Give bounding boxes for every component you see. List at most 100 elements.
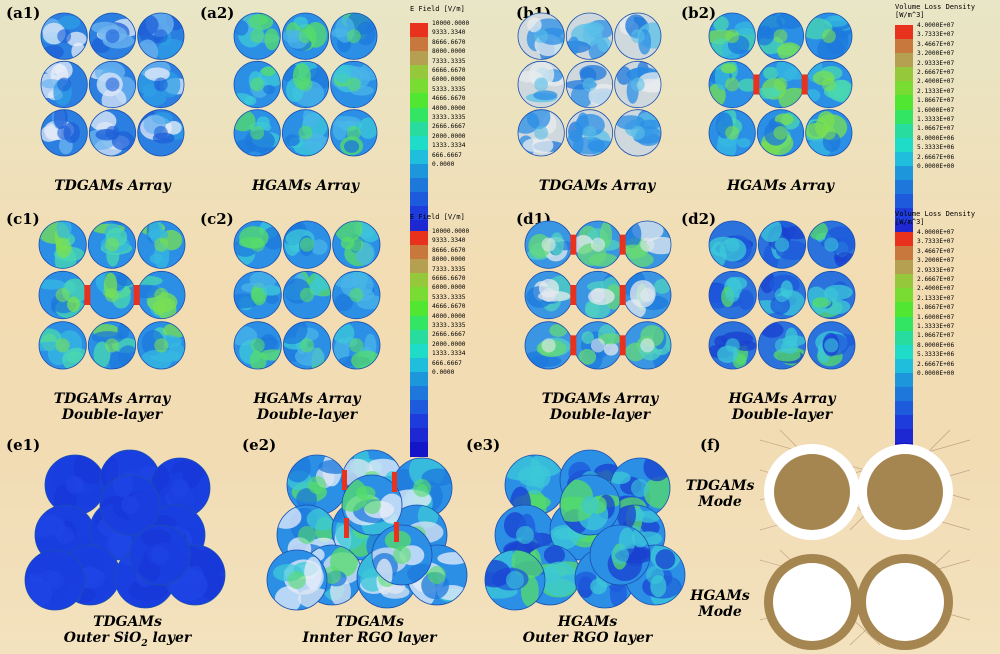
legend-tick-label: 9333.3340 (432, 29, 466, 37)
legend-swatch (410, 206, 428, 221)
sphere (574, 271, 622, 319)
sphere (282, 13, 329, 60)
legend-swatch (895, 67, 913, 82)
sphere-outline (807, 270, 856, 320)
sphere-outline (807, 220, 856, 269)
caption-e1: TDGAMs Outer SiO2 layer (40, 614, 215, 652)
panel-label-d2: (d2) (681, 210, 717, 228)
sphere (709, 221, 757, 269)
sphere-outline (281, 60, 330, 109)
legend-vld-bottom: Volume Loss Density [W/m^3] 4.0000E+07 3.7… (895, 210, 995, 458)
sphere-outline (88, 109, 137, 157)
caption-line: TDGAMs (93, 614, 162, 630)
legend-swatch (895, 194, 913, 209)
sphere-outline (40, 60, 88, 109)
sphere-outline (757, 321, 807, 370)
sphere (41, 109, 88, 156)
sphere (283, 321, 331, 370)
hotspot (619, 285, 626, 305)
legend-tick-label: 6666.6670 (432, 67, 466, 74)
legend-title-line1: Volume Loss Density (895, 210, 976, 218)
sphere-outline (589, 524, 651, 586)
panel-b1-loss-map (517, 12, 662, 157)
caption-f-mode2: HGAMs Mode (680, 588, 760, 620)
sphere (41, 61, 88, 108)
sphere-outline (266, 549, 328, 611)
sphere-outline (807, 321, 856, 370)
sphere (41, 13, 88, 60)
legend-tick-label: 3.4667E+07 (917, 247, 955, 255)
sphere-outline (614, 109, 662, 157)
legend-tick-label: 4.0000E+07 (917, 229, 955, 236)
sphere (282, 109, 329, 157)
legend-swatch (410, 79, 428, 94)
legend-swatch (410, 343, 428, 358)
sphere (757, 13, 804, 60)
sphere-outline (233, 220, 282, 269)
tdgam-core-left (774, 454, 850, 530)
sphere (88, 271, 136, 319)
legend-swatch (410, 287, 428, 302)
sphere-outline (330, 60, 378, 109)
sphere-outline (233, 60, 281, 109)
legend-swatch (895, 53, 913, 68)
sphere (623, 271, 672, 319)
sphere-outline (88, 60, 137, 109)
hotspot (84, 285, 91, 305)
legend-tick-label: 2.4000E+07 (917, 78, 955, 86)
legend-swatch (895, 288, 913, 303)
legend-swatch (895, 25, 913, 40)
panel-d2-loss-map (708, 220, 856, 370)
legend-tick-label: 3.7333E+07 (917, 238, 955, 246)
sphere (330, 109, 378, 156)
legend-tick-label: 5333.3335 (432, 85, 466, 93)
sphere-outline (708, 321, 757, 370)
panel-label-e2: (e2) (242, 436, 277, 454)
sphere (623, 221, 672, 269)
legend-swatch (410, 65, 428, 80)
sphere-outline (708, 12, 756, 60)
legend-swatch (895, 232, 913, 247)
sphere (283, 221, 331, 269)
sphere (137, 271, 186, 319)
sphere (574, 221, 622, 269)
sphere-outline (233, 109, 281, 157)
legend-swatch (895, 151, 913, 166)
hotspot (801, 74, 808, 95)
legend-tick-label: 2666.6667 (432, 331, 466, 339)
sphere (100, 475, 160, 535)
legend-swatch (410, 192, 428, 207)
legend-swatch (895, 429, 913, 444)
legend-tick-label: 5.3333E+06 (917, 144, 955, 152)
legend-swatch (410, 107, 428, 122)
legend-tick-label: 0.0000 (432, 369, 455, 376)
sphere (614, 109, 662, 156)
sphere-outline (756, 12, 805, 60)
legend-swatch (895, 344, 913, 359)
sphere (758, 221, 806, 269)
legend-swatch (410, 301, 428, 316)
legend-swatch (410, 23, 428, 38)
sphere-outline (332, 220, 381, 269)
sphere-outline (565, 60, 614, 109)
legend-tick-label: 2.6667E+07 (917, 69, 955, 76)
legend-tick-label: 3.2000E+07 (917, 257, 955, 265)
legend-swatch (410, 273, 428, 288)
legend-tick-label: 6000.0000 (432, 284, 466, 292)
legend-swatch (895, 302, 913, 317)
panel-a2-field-map (233, 12, 378, 157)
sphere (39, 271, 87, 319)
caption-line: Double-layer (61, 407, 163, 423)
sphere-outline (137, 60, 185, 109)
caption-c1: TDGAMs Array Double-layer (38, 391, 186, 423)
sphere-outline (38, 321, 87, 370)
legend-tick-label: 4666.6670 (432, 303, 466, 311)
sphere-outline (233, 321, 282, 370)
legend-tick-label: 0.0000E+00 (917, 163, 955, 170)
sphere-outline (282, 321, 332, 370)
legend-tick-label: 4000.0000 (432, 312, 466, 320)
legend-tick-label: 1.3333E+07 (917, 116, 955, 123)
legend-tick-label: 1.6000E+07 (917, 106, 955, 114)
sphere-outline (332, 270, 381, 320)
caption-d1: TDGAMs Array Double-layer (520, 391, 680, 423)
